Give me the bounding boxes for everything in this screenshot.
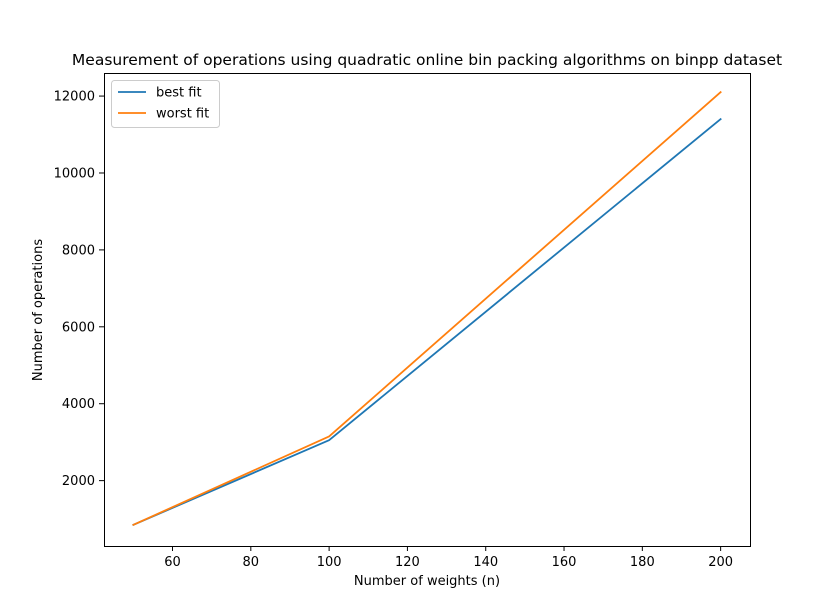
legend: best fit worst fit [111, 80, 220, 128]
y-axis-label: Number of operations [31, 239, 46, 381]
x-tick-label: 100 [317, 555, 342, 570]
y-axis: 2000 4000 6000 8000 10000 12000 [54, 90, 104, 489]
series-layer [132, 90, 722, 526]
x-axis-label: Number of weights (n) [354, 574, 500, 589]
y-tick-label: 2000 [62, 474, 95, 489]
x-tick-label: 60 [164, 555, 181, 570]
y-tick-label: 6000 [62, 320, 95, 335]
legend-label: worst fit [156, 107, 209, 122]
plot-area [104, 73, 751, 547]
y-tick-label: 10000 [54, 166, 95, 181]
x-tick-label: 80 [243, 555, 260, 570]
series-line-best-fit [132, 117, 722, 526]
x-tick-label: 160 [552, 555, 577, 570]
y-tick-label: 12000 [54, 90, 95, 105]
x-tick-label: 120 [395, 555, 420, 570]
chart-title: Measurement of operations using quadrati… [72, 51, 782, 69]
series-line-worst-fit [132, 90, 722, 526]
y-tick-label: 8000 [62, 243, 95, 258]
y-tick-label: 4000 [62, 397, 95, 412]
x-tick-label: 140 [473, 555, 498, 570]
x-tick-label: 180 [630, 555, 655, 570]
legend-label: best fit [156, 86, 202, 101]
x-tick-label: 200 [708, 555, 733, 570]
x-axis: 60 80 100 120 140 160 180 200 [164, 546, 733, 570]
